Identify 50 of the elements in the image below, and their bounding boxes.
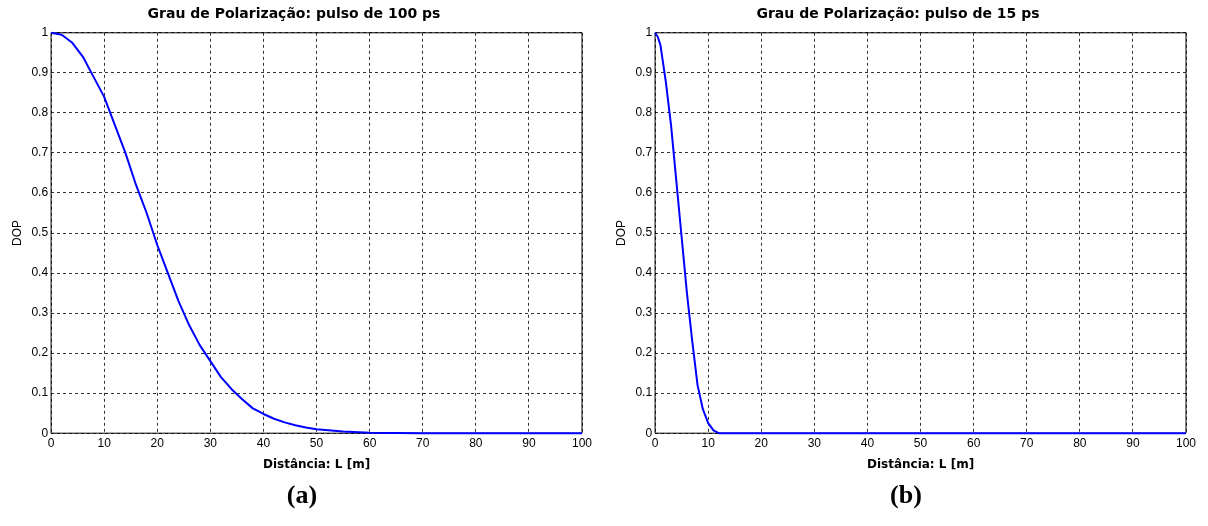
y-tick-label: 1	[41, 25, 49, 40]
y-tick-label: 0.7	[635, 145, 653, 160]
x-tick-label: 90	[522, 435, 536, 450]
y-tick-label: 0.2	[31, 345, 49, 360]
x-tick-label: 80	[469, 435, 483, 450]
y-tick-label: 0.5	[31, 225, 49, 240]
y-tick-label: 1	[645, 25, 653, 40]
chart-title: Grau de Polarização: pulso de 15 ps	[756, 5, 1040, 22]
y-tick-label: 0.9	[31, 65, 49, 80]
x-tick-label: 60	[362, 435, 377, 450]
y-tick-label: 0.6	[635, 185, 653, 200]
x-tick-label: 50	[309, 435, 324, 450]
y-tick-label: 0.2	[635, 345, 653, 360]
y-tick-label: 0	[41, 425, 49, 440]
x-tick-label: 100	[571, 435, 593, 450]
y-axis-title: DOP	[613, 219, 628, 247]
x-tick-label: 30	[807, 435, 822, 450]
chart-title: Grau de Polarização: pulso de 100 ps	[147, 5, 441, 22]
y-tick-label: 0.4	[31, 265, 49, 280]
x-tick-label: 60	[966, 435, 981, 450]
y-tick-label: 0.5	[635, 225, 653, 240]
x-tick-label: 70	[1020, 435, 1034, 450]
y-tick-label: 0.8	[635, 105, 653, 120]
x-axis-title: Distância: L [m]	[866, 456, 975, 471]
x-axis-title: Distância: L [m]	[262, 456, 371, 471]
x-tick-label: 80	[1073, 435, 1087, 450]
x-tick-label: 50	[913, 435, 928, 450]
x-tick-label: 70	[416, 435, 430, 450]
x-tick-label: 20	[754, 435, 769, 450]
y-tick-label: 0	[645, 425, 653, 440]
y-tick-label: 0.6	[31, 185, 49, 200]
y-tick-label: 0.9	[635, 65, 653, 80]
x-tick-label: 40	[256, 435, 271, 450]
y-tick-label: 0.8	[31, 105, 49, 120]
y-tick-label: 0.1	[635, 385, 653, 400]
x-tick-label: 10	[97, 435, 112, 450]
y-axis-title: DOP	[9, 219, 24, 247]
x-tick-label: 10	[701, 435, 716, 450]
text: (b)	[889, 480, 923, 510]
y-tick-label: 0.1	[31, 385, 49, 400]
x-tick-label: 30	[203, 435, 218, 450]
x-tick-label: 20	[150, 435, 165, 450]
x-tick-label: 100	[1175, 435, 1197, 450]
x-tick-label: 40	[860, 435, 875, 450]
y-tick-label: 0.7	[31, 145, 49, 160]
y-tick-label: 0.4	[635, 265, 653, 280]
y-tick-label: 0.3	[31, 305, 49, 320]
x-tick-label: 90	[1126, 435, 1140, 450]
y-tick-label: 0.3	[635, 305, 653, 320]
text: (a)	[285, 480, 319, 510]
